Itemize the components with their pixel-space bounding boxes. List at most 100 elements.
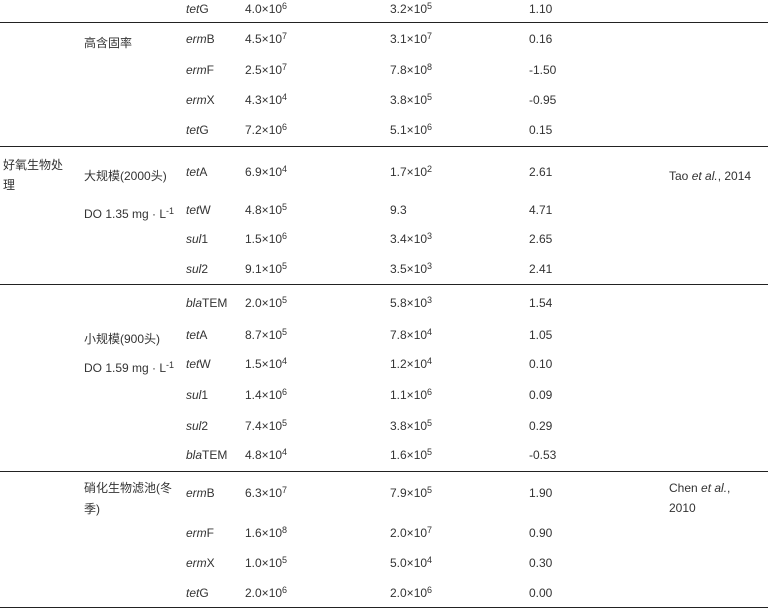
gene-suffix: 1 <box>201 232 209 246</box>
log-removal: 1.90 <box>529 486 553 500</box>
table-rule <box>0 284 768 285</box>
influent-abundance: 2.0×105 <box>245 296 287 310</box>
value-base: 4.0×10 <box>245 2 283 16</box>
gene-name: tetG <box>186 3 209 16</box>
value-exponent: 6 <box>282 122 288 132</box>
gene-prefix: sul <box>186 232 202 246</box>
scale-label: 大规模(2000头) <box>84 169 167 183</box>
effluent-abundance: 5.8×103 <box>390 295 433 310</box>
value-base: 3.1×10 <box>390 32 428 46</box>
log-removal: 0.09 <box>529 388 553 402</box>
treatment-line2: 理 <box>3 178 16 192</box>
effluent-abundance: 3.8×105 <box>390 419 432 433</box>
gene-name: ermX <box>186 94 215 107</box>
gene-prefix: tet <box>186 123 200 137</box>
value-base: 7.2×10 <box>245 123 283 137</box>
gene-name: tetG <box>186 124 209 137</box>
value-exponent: 7 <box>427 31 433 41</box>
effluent-abundance: 1.7×102 <box>390 165 432 179</box>
value-base: 5.0×10 <box>390 556 428 570</box>
influent-abundance: 7.4×105 <box>245 418 288 433</box>
gene-prefix: sul <box>186 388 202 402</box>
effluent-abundance: 1.2×104 <box>390 356 433 371</box>
gene-name: ermF <box>186 64 214 77</box>
value-base: 2.5×10 <box>245 63 283 77</box>
effluent-abundance: 2.0×107 <box>390 526 432 540</box>
gene-name: tetA <box>186 329 207 342</box>
log-removal: 1.54 <box>529 296 553 310</box>
effluent-abundance: 1.6×105 <box>390 448 432 462</box>
ref-etal: et al. <box>691 169 718 183</box>
gene-suffix: 1 <box>201 388 209 402</box>
reference-citation: Chen et al., 2010 <box>669 478 768 518</box>
gene-prefix: erm <box>186 526 207 540</box>
effluent-abundance: 7.8×104 <box>390 328 432 342</box>
value-base: 1.1×10 <box>390 388 428 402</box>
gene-suffix: G <box>199 586 209 600</box>
gene-name: ermB <box>186 487 215 500</box>
gene-suffix: TEM <box>202 296 228 310</box>
value-exponent: 4 <box>427 356 433 366</box>
log-removal: -0.95 <box>529 93 557 107</box>
value-exponent: 3 <box>427 295 433 305</box>
effluent-abundance: 7.9×105 <box>390 486 432 500</box>
log-removal: 0.00 <box>529 586 553 600</box>
value-base: 5.1×10 <box>390 123 428 137</box>
log-removal: 0.15 <box>529 123 553 137</box>
table-rule <box>0 607 768 608</box>
value-exponent: 7 <box>282 31 288 41</box>
log-removal: 1.10 <box>529 2 553 16</box>
log-removal: 4.71 <box>529 203 553 217</box>
gene-prefix: erm <box>186 486 207 500</box>
gene-prefix: tet <box>186 203 200 217</box>
value-exponent: 6 <box>282 1 288 11</box>
value-exponent: 6 <box>427 122 433 132</box>
scale-label: 小规模(900头) <box>84 332 161 346</box>
table-rule <box>0 471 768 472</box>
value-base: 6.3×10 <box>245 486 283 500</box>
value-base: 5.8×10 <box>390 296 428 310</box>
log-removal: -1.50 <box>529 63 557 77</box>
effluent-abundance: 9.3 <box>390 204 407 217</box>
influent-abundance: 1.5×106 <box>245 232 287 246</box>
gene-suffix: X <box>206 556 215 570</box>
value-base: 1.5×10 <box>245 232 283 246</box>
influent-abundance: 1.0×105 <box>245 555 288 570</box>
scale-label: DO 1.59 mg · L-1 <box>84 358 188 379</box>
value-exponent: 5 <box>282 555 288 565</box>
influent-abundance: 4.3×104 <box>245 93 287 107</box>
log-removal: 2.65 <box>529 232 553 246</box>
value-exponent: 7 <box>282 62 288 72</box>
value-base: 1.7×10 <box>390 165 428 179</box>
value-base: 8.7×10 <box>245 328 283 342</box>
effluent-abundance: 7.8×108 <box>390 63 432 77</box>
gene-prefix: sul <box>186 262 202 276</box>
ref-comma: , <box>727 481 731 495</box>
gene-name: blaTEM <box>186 449 227 462</box>
effluent-abundance: 3.1×107 <box>390 31 433 46</box>
value-exponent: 3 <box>427 231 433 241</box>
value-base: 3.8×10 <box>390 93 428 107</box>
log-removal: 0.29 <box>529 419 553 433</box>
value-base: 3.8×10 <box>390 419 428 433</box>
value-exponent: 5 <box>282 418 288 428</box>
table-rule <box>0 146 768 147</box>
gene-suffix: G <box>199 123 209 137</box>
gene-name: sul2 <box>186 420 208 433</box>
value-exponent: 4 <box>282 356 288 366</box>
value-base: 6.9×10 <box>245 165 283 179</box>
value-base: 1.6×10 <box>245 526 283 540</box>
value-exponent: 5 <box>282 327 288 337</box>
effluent-abundance: 1.1×106 <box>390 388 432 402</box>
reference-line1: Tao et al., 2014 <box>669 166 768 186</box>
gene-prefix: tet <box>186 357 200 371</box>
effluent-abundance: 3.2×105 <box>390 1 433 16</box>
value-base: 9.3 <box>390 203 407 217</box>
gene-prefix: tet <box>186 2 200 16</box>
reference-line1: Chen et al., <box>669 478 768 498</box>
gene-suffix: B <box>206 486 215 500</box>
ref-author: Tao <box>669 169 692 183</box>
gene-prefix: erm <box>186 556 207 570</box>
value-exponent: 5 <box>427 1 433 11</box>
